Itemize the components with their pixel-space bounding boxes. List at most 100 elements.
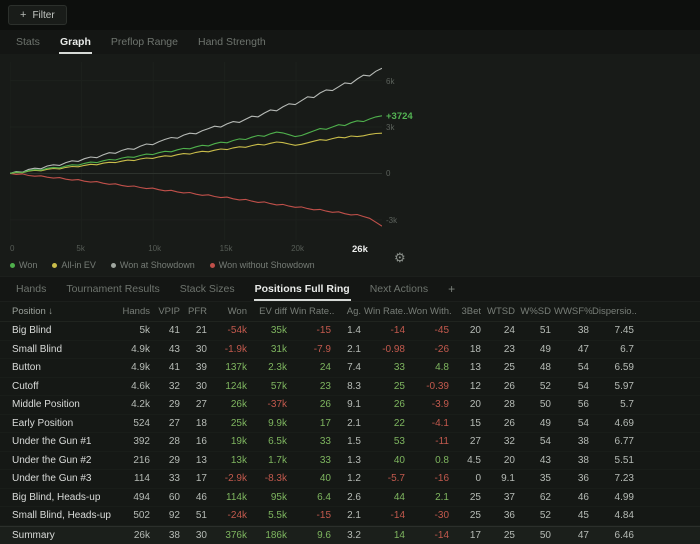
cell-ag: 7.4 [347, 362, 361, 374]
cell-won: -24k [227, 510, 247, 522]
legend-label-won-without-showdown: Won without Showdown [218, 260, 315, 270]
cell-3bet: 4.5 [467, 454, 481, 466]
column-header-won-with[interactable]: Won With... [408, 306, 452, 317]
cell-won-with: -30 [434, 510, 449, 522]
bottom-tab-tournament-results[interactable]: Tournament Results [66, 283, 160, 295]
column-header-position[interactable]: Position ↓ [12, 306, 54, 317]
series-won-at-showdown [10, 67, 382, 174]
column-header-pfr[interactable]: PFR [188, 306, 207, 317]
column-header-won[interactable]: Won [227, 306, 247, 317]
table-row-middle-position[interactable]: Middle Position 4.2k 29 27 26k -37k 26 9.1 26 -3.… [0, 396, 700, 415]
column-header-vpip[interactable]: VPIP [158, 306, 180, 317]
y-tick-3k: 3k [386, 123, 395, 132]
cell-wwsf: 36 [577, 473, 589, 485]
cell-win-rate: 14 [393, 529, 405, 541]
table-row-button[interactable]: Button 4.9k 41 39 137k 2.3k 24 7.4 33 4.8 13 25 48 54… [0, 359, 700, 378]
column-header-3bet[interactable]: 3Bet [461, 306, 481, 317]
column-header-wtsd[interactable]: WTSD [487, 306, 515, 317]
cell-w-sd: 62 [539, 491, 551, 503]
cell-won-with: 4.8 [435, 362, 449, 374]
bottom-tab-stack-sizes[interactable]: Stack Sizes [179, 283, 235, 295]
table-row-small-blind[interactable]: Small Blind 4.9k 43 30 -1.9k 31k -7.9 2.1 -0.98 -… [0, 341, 700, 359]
bottom-tab-next-actions[interactable]: Next Actions [369, 283, 429, 295]
cell-won-with: -3.9 [431, 399, 449, 411]
cell-hands: 502 [133, 510, 150, 522]
column-header-hands[interactable]: Hands [122, 306, 150, 317]
cell-ag: 9.1 [347, 399, 361, 411]
cell-won-with: 0.8 [435, 454, 449, 466]
cell-won: 137k [225, 362, 247, 374]
x-axis-labels: 0 5k 10k 15k 20k [10, 244, 382, 256]
table-body: Big Blind 5k 41 21 -54k 35k -15 1.4 -14 -45 20 24 51… [0, 322, 700, 544]
column-header-win-rate[interactable]: Win Rate.. [290, 306, 334, 317]
table-row-under-the-gun-3[interactable]: Under the Gun #3 114 33 17 -2.9k -8.3k 40 1.2 -5… [0, 470, 700, 489]
cell-w-sd: 35 [539, 473, 551, 485]
current-value-label: +3724 [386, 110, 413, 122]
table-row-small-blind-heads-up[interactable]: Small Blind, Heads-up 502 92 51 -24k 5.5k -15 2… [0, 507, 700, 526]
position-label: Button [12, 362, 41, 374]
cell-w-sd: 49 [539, 343, 551, 355]
column-header-ag[interactable]: Ag. [346, 306, 361, 317]
table-row-summary[interactable]: Summary 26k 38 30 376k 186k 9.6 3.2 14 -14 17 25 50 4… [0, 525, 700, 544]
cell-win-rate: 40 [319, 473, 331, 485]
cell-vpip: 92 [168, 510, 180, 522]
bottom-tab-hands[interactable]: Hands [16, 283, 47, 295]
cell-wwsf: 38 [577, 454, 589, 466]
column-header-ev-diff[interactable]: EV diff [259, 306, 287, 317]
cell-win-rate: 23 [319, 380, 331, 392]
legend-won-at-showdown: Won at Showdown [110, 260, 195, 270]
table-row-under-the-gun-2[interactable]: Under the Gun #2 216 29 13 13k 1.7k 33 1.3 40 0.8… [0, 452, 700, 470]
legend-won-without-showdown: Won without Showdown [209, 260, 315, 270]
y-axis-labels: 6k 3k 0 -3k [386, 62, 416, 240]
cell-pfr: 46 [195, 491, 207, 503]
cell-win-rate: 53 [393, 436, 405, 448]
table-row-under-the-gun-1[interactable]: Under the Gun #1 392 28 16 19k 6.5k 33 1.5 53 -11… [0, 433, 700, 452]
cell-ag: 2.6 [347, 491, 361, 503]
cell-hands: 4.2k [131, 399, 150, 411]
cell-ev-diff: 9.9k [268, 417, 287, 429]
column-header-wwsf[interactable]: WWSF% [554, 306, 592, 317]
series-won-without-showdown [10, 172, 382, 227]
cell-hands: 216 [133, 454, 150, 466]
cell-win-rate: 25 [393, 380, 405, 392]
table-row-early-position[interactable]: Early Position 524 27 18 25k 9.9k 17 2.1 22 -4.1 1… [0, 415, 700, 433]
cell-w-sd: 50 [539, 399, 551, 411]
cell-dispersio: 4.69 [614, 417, 634, 429]
cell-wwsf: 54 [577, 417, 589, 429]
cell-w-sd: 50 [539, 529, 551, 541]
cell-win-rate: -0.98 [382, 343, 405, 355]
cell-vpip: 41 [168, 325, 180, 337]
filter-bar: + Filter [0, 0, 700, 30]
cell-ev-diff: -37k [267, 399, 287, 411]
graph-legend: Won All-in EV Won at Showdown Won without S… [10, 260, 315, 270]
top-tab-graph[interactable]: Graph [50, 30, 101, 54]
table-row-cutoff[interactable]: Cutoff 4.6k 32 30 124k 57k 23 8.3 25 -0.39 12 26 52 5… [0, 378, 700, 396]
cell-won: 376k [225, 529, 247, 541]
cell-wtsd: 25 [503, 529, 515, 541]
top-tab-preflop-range[interactable]: Preflop Range [110, 36, 178, 48]
cell-dispersio: 7.45 [614, 325, 634, 337]
top-tab-hand-strength[interactable]: Hand Strength [198, 36, 266, 48]
bottom-tab-positions-full-ring[interactable]: Positions Full Ring [245, 277, 360, 301]
cell-ag: 1.5 [347, 436, 361, 448]
top-tab-stats[interactable]: Stats [16, 36, 40, 48]
graph-settings-icon[interactable]: ⚙ [394, 250, 406, 265]
bottom-tab-add[interactable]: + [448, 282, 456, 296]
cell-win-rate: 17 [319, 417, 331, 429]
table-row-big-blind[interactable]: Big Blind 5k 41 21 -54k 35k -15 1.4 -14 -45 20 24 51… [0, 322, 700, 341]
cell-wtsd: 37 [503, 491, 515, 503]
cell-dispersio: 5.51 [614, 454, 634, 466]
column-header-win-rate[interactable]: Win Rate... [364, 306, 408, 317]
filter-button[interactable]: + Filter [8, 5, 67, 25]
position-label: Under the Gun #2 [12, 454, 92, 466]
cell-hands: 4.6k [131, 380, 150, 392]
column-header-dispersio[interactable]: Dispersio... [592, 306, 637, 317]
cell-3bet: 20 [469, 325, 481, 337]
column-header-w-sd[interactable]: W%SD [520, 306, 551, 317]
position-label: Cutoff [12, 380, 39, 392]
x-tick-0: 0 [10, 244, 15, 253]
table-row-big-blind-heads-up[interactable]: Big Blind, Heads-up 494 60 46 114k 95k 6.4 2.6 4… [0, 489, 700, 507]
bottom-tabs: Hands Tournament Results Stack Sizes Positi… [0, 276, 700, 302]
cell-won-with: -16 [434, 473, 449, 485]
cell-won: -1.9k [224, 343, 247, 355]
